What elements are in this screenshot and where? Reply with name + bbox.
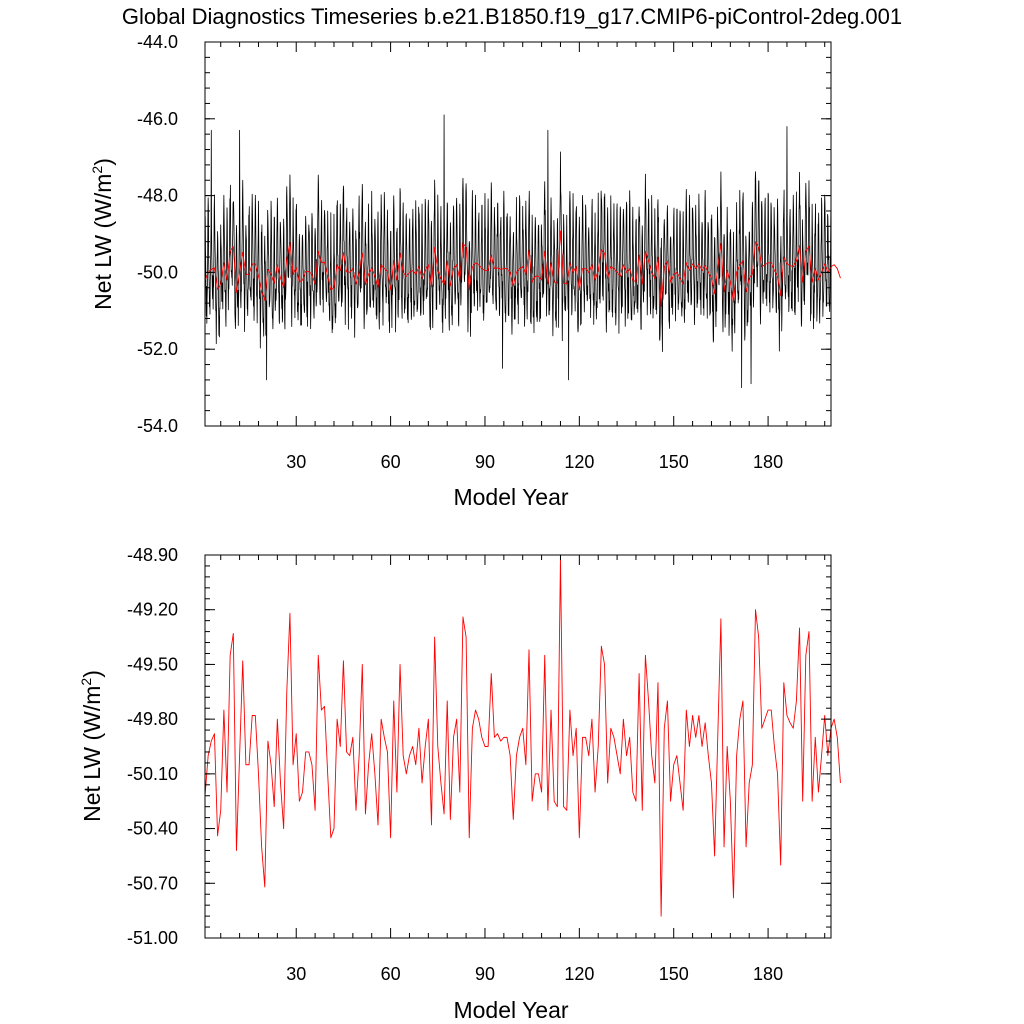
top-y-label-close: )	[90, 158, 116, 166]
bottom-plot-frame	[204, 554, 832, 939]
bottom-series-layer	[204, 558, 841, 917]
top-y-label-main: Net LW (W/m	[90, 174, 116, 310]
bottom-x-axis-label: Model Year	[453, 997, 568, 1023]
top-x-axis-label: Model Year	[453, 484, 568, 510]
top-plot-frame	[204, 41, 832, 427]
bottom-y-tick-label: -48.90	[127, 545, 178, 565]
top-x-tick-label: 150	[659, 452, 689, 472]
bottom-x-tick-label: 90	[475, 964, 495, 984]
bottom-x-tick-label: 150	[659, 964, 689, 984]
bottom-y-tick-label: -49.50	[127, 654, 178, 674]
bottom-y-tick-label: -50.40	[127, 819, 178, 839]
top-tick-labels: 30 60 90 120 150 180 -54.0 -52.0 -50.0 -48.0 -46.0…	[137, 32, 783, 472]
top-y-tick-label: -44.0	[137, 32, 178, 52]
bottom-x-tick-label: 30	[286, 964, 306, 984]
bottom-y-tick-label: -49.80	[127, 709, 178, 729]
bottom-x-tick-label: 180	[753, 964, 783, 984]
figure-title: Global Diagnostics Timeseries b.e21.B185…	[122, 4, 902, 29]
top-y-tick-label: -54.0	[137, 416, 178, 436]
top-x-tick-label: 30	[286, 452, 306, 472]
bottom-tick-layer	[205, 554, 831, 939]
bottom-y-label-close: )	[79, 670, 105, 678]
bottom-x-tick-label: 60	[381, 964, 401, 984]
bottom-panel: 30 60 90 120 150 180 -51.00 -50.70 -50.40 -50.10 -…	[78, 545, 841, 1023]
bottom-y-label-sup: 2	[78, 678, 94, 686]
top-series-monthly-line	[204, 114, 832, 388]
bottom-x-tick-label: 120	[564, 964, 594, 984]
top-x-tick-label: 180	[753, 452, 783, 472]
top-x-tick-label: 120	[564, 452, 594, 472]
top-y-tick-label: -46.0	[137, 109, 178, 129]
bottom-y-label-main: Net LW (W/m	[79, 686, 105, 822]
bottom-tick-labels: 30 60 90 120 150 180 -51.00 -50.70 -50.40 -50.10 -…	[127, 545, 783, 984]
top-panel: 30 60 90 120 150 180 -54.0 -52.0 -50.0 -48.0 -46.0…	[89, 32, 841, 510]
top-y-axis-label: Net LW (W/m2)	[89, 158, 116, 310]
top-x-tick-label: 90	[475, 452, 495, 472]
bottom-y-tick-label: -49.20	[127, 600, 178, 620]
top-y-tick-label: -50.0	[137, 262, 178, 282]
top-y-tick-label: -52.0	[137, 339, 178, 359]
bottom-series-annual-mean-line	[204, 558, 841, 917]
top-y-tick-label: -48.0	[137, 186, 178, 206]
top-x-tick-label: 60	[381, 452, 401, 472]
bottom-y-axis-label: Net LW (W/m2)	[78, 670, 105, 822]
bottom-y-tick-label: -50.70	[127, 873, 178, 893]
bottom-y-tick-label: -50.10	[127, 764, 178, 784]
top-tick-layer	[205, 41, 831, 427]
top-series-layer	[204, 114, 841, 388]
bottom-y-tick-label: -51.00	[127, 928, 178, 948]
top-series-annual-mean-line	[204, 230, 841, 307]
top-y-label-sup: 2	[89, 166, 105, 174]
